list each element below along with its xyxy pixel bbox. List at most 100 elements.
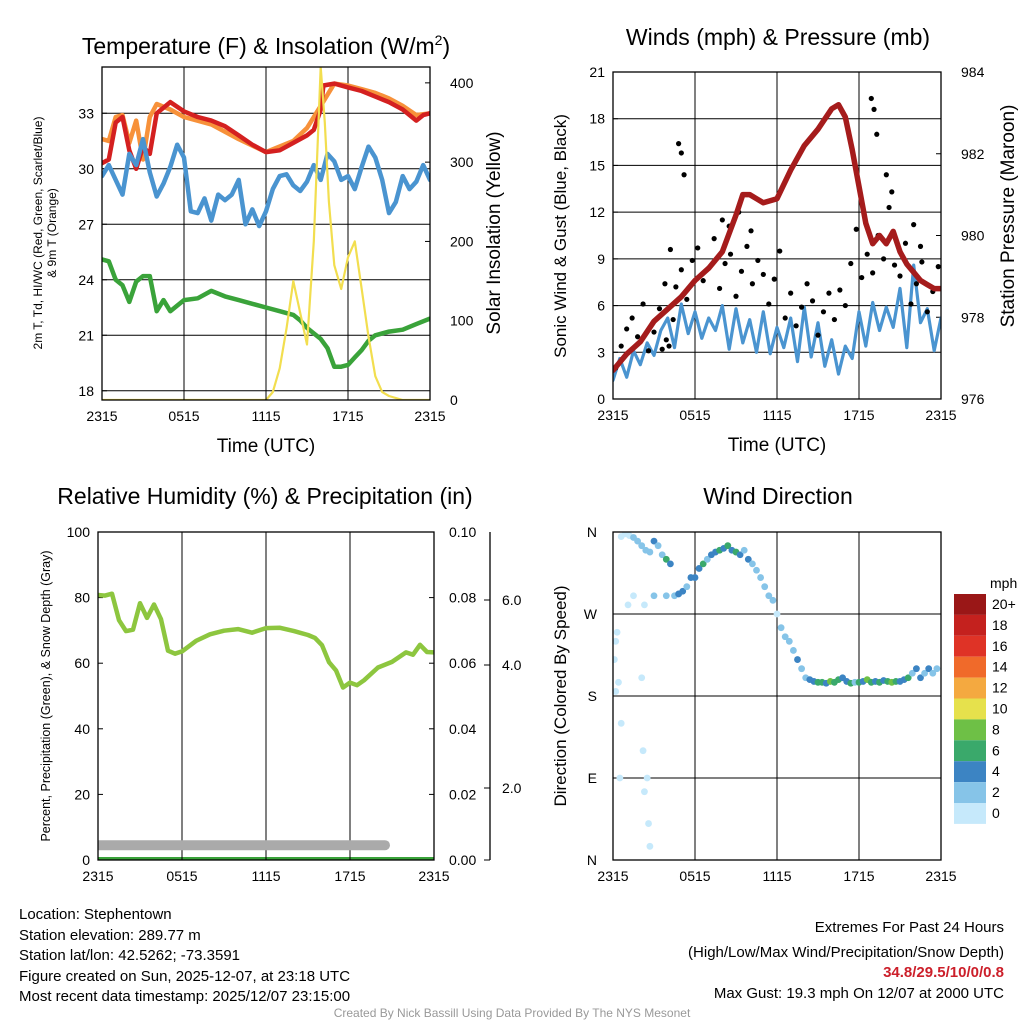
wind-gust-point [881,256,887,262]
dir-legend-label: 14 [992,659,1008,675]
wind-gust-point [891,262,898,268]
temp-ytick-label: 30 [78,161,94,177]
dir-point [638,674,646,682]
wind-gust-point [760,271,766,278]
dir-point [639,747,647,755]
dir-ytick-label: S [588,688,597,704]
dir-point [744,555,752,563]
wind-gust-point [755,257,761,264]
dir-ytick-label: N [587,852,597,868]
temp-xtick-label: 0515 [168,408,199,424]
wind-series-station-pressure [613,101,941,374]
created-text: Figure created on Sun, 2025-12-07, at 23… [19,967,351,985]
wind-gust-point [837,287,843,293]
rh-series-relative-humidity [98,591,434,690]
wind-gust-point [913,281,920,287]
station-info: Location: Stephentown Station elevation:… [19,905,350,1008]
dir-point [613,628,621,636]
temp-series-hi-wc [102,136,430,229]
dir-legend-label: 8 [992,721,1000,737]
wind-gust-point [733,293,739,299]
wind-gust-point [681,172,687,178]
wind-gust-point [874,131,880,137]
dir-point [790,647,797,654]
dir-point [785,637,793,645]
dir-point [917,674,924,682]
wind-gust-point [684,296,690,302]
max-gust-text: Max Gust: 19.3 mph On 12/07 at 2000 UTC [713,984,1004,1002]
wind-title: Winds (mph) & Pressure (mb) [626,24,930,50]
temp-series-solar-insolation [102,67,430,400]
dir-ylabel-left: Direction (Colored By Speed) [551,585,570,806]
dir-point [929,669,937,677]
dir-point [662,555,670,563]
temp-ytick-label: 21 [78,327,94,343]
dir-point [769,596,777,604]
wind-gust-point [719,217,725,223]
wind-gust-point [864,251,870,257]
wind-gust-point [870,270,876,276]
wind-gust-point [666,343,672,349]
dir-legend-label: 16 [992,638,1008,654]
dir-point [662,592,670,600]
rh-ytick-label: 40 [74,721,90,737]
wind-ytick-right-label: 978 [961,309,985,325]
wind-gust-point [640,301,646,307]
dir-legend-label: 0 [992,805,1000,821]
wind-gust-point [782,315,788,321]
dir-legend-swatch [954,677,986,699]
wind-gust-point [848,260,854,267]
extremes-subtitle: (High/Low/Max Wind/Precipitation/Snow De… [688,943,1004,961]
dir-legend-label: 12 [992,680,1008,696]
wind-ytick-right-label: 980 [961,228,985,244]
wind-ytick-label: 3 [597,344,605,360]
wind-gust-point [727,251,734,257]
dir-point [933,665,941,673]
dir-point [765,592,773,600]
temp-ylabel-right: Solar Insolation (Yellow) [484,131,505,334]
dir-legend-swatch [954,761,986,783]
wind-series-sonic-wind [613,263,941,382]
recent-data-text: Most recent data timestamp: 2025/12/07 2… [19,988,351,1005]
extremes-panel: Extremes For Past 24 Hours (High/Low/Max… [688,918,1004,1004]
rh-snow-tick-label: 6.0 [502,592,522,608]
dir-point [641,788,648,796]
wind-xtick-label: 0515 [679,407,710,423]
dir-point [925,665,933,673]
wind-gust-point [777,248,783,254]
wind-ytick-label: 12 [589,204,605,220]
rh-ytick-precip-label: 0.04 [449,721,476,737]
temp-ytick-right-label: 300 [450,154,474,170]
temp-xlabel: Time (UTC) [217,436,316,457]
wind-gust-point [744,243,750,249]
wind-gust-point [908,301,914,307]
wind-gust-point [667,246,674,253]
temp-ytick-label: 33 [78,105,94,121]
location-text: Location: Stephentown [19,906,172,923]
wind-gust-point [651,329,657,335]
dir-legend-swatch [954,803,986,824]
dir-point [699,560,707,568]
dir-point [781,633,789,641]
rh-xtick-label: 1715 [334,868,365,884]
wind-gust-point [804,281,810,287]
rh-ytick-precip-label: 0.02 [449,786,476,802]
dir-point [691,574,699,581]
dir-point [749,560,756,568]
dir-point [908,669,916,677]
dir-point [753,566,760,574]
dir-point [740,546,748,554]
rh-ylabel-left: Percent, Precipitation (Green), & Snow D… [39,550,53,841]
wind-ytick-right-label: 976 [961,391,985,407]
wind-gust-point [678,267,684,273]
wind-gust-point [670,316,676,323]
dir-point [777,624,785,632]
wind-gust-point [738,268,745,274]
temp-xtick-label: 2315 [414,408,445,424]
rh-ytick-label: 100 [67,524,91,540]
wind-gust-point [771,276,777,282]
temp-xtick-label: 2315 [86,408,117,424]
wind-gust-point [673,284,679,290]
dir-legend-swatch [954,698,986,720]
